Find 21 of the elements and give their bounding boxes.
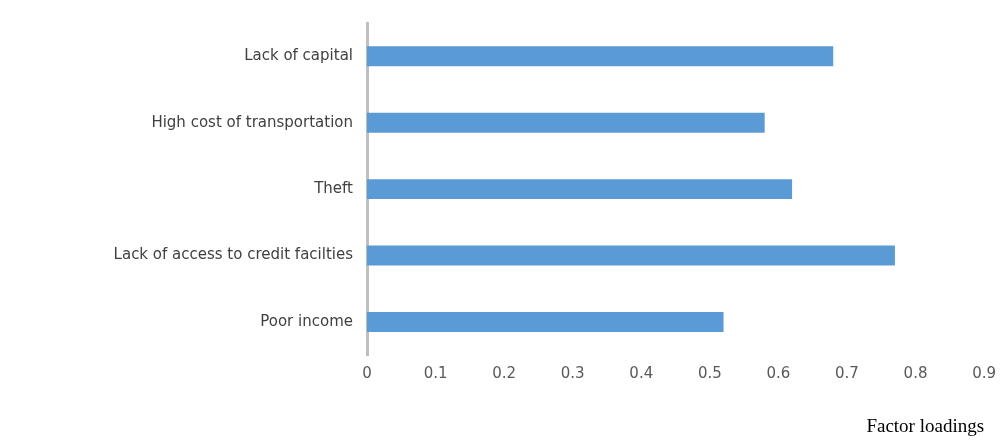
x-tick-label: 0.7 [835,364,859,383]
x-tick-label: 0.3 [560,364,585,383]
x-tick-label: 0.6 [766,364,791,383]
y-tick-label: High cost of transportation [151,112,353,131]
x-tick-label: 0.2 [492,364,517,383]
y-tick-label: Lack of access to credit facilties [113,245,354,264]
x-tick-label: 0.4 [629,364,654,383]
x-axis-title: Factor loadings [866,414,985,436]
x-tick-label: 0 [362,364,372,383]
bar [367,312,724,332]
x-tick-label: 0.1 [423,364,448,383]
bar [367,179,793,200]
x-tick-label: 0.8 [903,364,928,383]
bar [367,245,895,266]
y-tick-label: Theft [313,178,354,197]
y-tick-label: Lack of capital [244,46,353,65]
bar [367,46,834,67]
bar [367,112,765,133]
y-tick-label: Poor income [260,311,353,330]
x-tick-label: 0.9 [972,364,996,383]
x-tick-label: 0.5 [697,364,722,383]
